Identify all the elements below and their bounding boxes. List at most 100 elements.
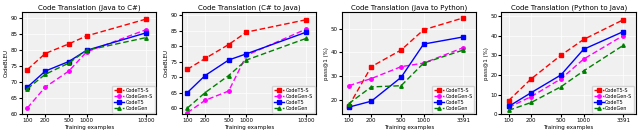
CodeGen [184, 107, 191, 109]
CodeT5-S [243, 31, 250, 33]
X-axis label: Training examples: Training examples [64, 125, 114, 130]
CodeGen-S [620, 35, 627, 36]
CodeGen [527, 102, 535, 103]
Line: CodeT5-S: CodeT5-S [186, 18, 308, 71]
CodeT5 [557, 74, 565, 76]
CodeGen-S [225, 90, 232, 92]
Title: Code Translation (Java to C#): Code Translation (Java to C#) [38, 4, 140, 11]
CodeT5-S [397, 49, 405, 51]
CodeT5 [620, 31, 627, 32]
CodeT5 [225, 59, 232, 61]
CodeGen-S [527, 96, 535, 97]
CodeGen-S [184, 112, 191, 113]
Y-axis label: CodeBLEU: CodeBLEU [164, 49, 169, 77]
CodeGen [420, 62, 428, 64]
CodeT5 [505, 106, 513, 107]
Line: CodeT5: CodeT5 [26, 31, 148, 89]
CodeGen [620, 45, 627, 46]
Y-axis label: CodeBLEU: CodeBLEU [4, 49, 9, 77]
CodeT5 [243, 53, 250, 55]
CodeGen [65, 62, 72, 64]
X-axis label: Training examples: Training examples [383, 125, 434, 130]
Y-axis label: pass@1 (%): pass@1 (%) [324, 47, 329, 80]
CodeT5 [397, 77, 405, 78]
CodeT5-S [42, 53, 49, 54]
CodeGen-S [24, 107, 31, 109]
CodeT5 [460, 36, 467, 38]
Line: CodeGen-S: CodeGen-S [26, 28, 148, 110]
CodeGen-S [243, 55, 250, 56]
Line: CodeGen: CodeGen [26, 36, 148, 90]
CodeGen-S [202, 100, 209, 101]
Line: CodeGen-S: CodeGen-S [186, 27, 308, 114]
Line: CodeT5-S: CodeT5-S [507, 18, 625, 102]
CodeT5-S [143, 18, 150, 20]
Line: CodeGen-S: CodeGen-S [347, 46, 465, 88]
CodeT5-S [24, 69, 31, 70]
CodeGen-S [397, 66, 405, 68]
Legend: CodeT5-S, CodeGen-S, CodeT5, CodeGen: CodeT5-S, CodeGen-S, CodeT5, CodeGen [272, 86, 315, 113]
CodeT5-S [580, 39, 588, 40]
CodeGen [24, 88, 31, 90]
CodeT5-S [527, 78, 535, 80]
CodeT5-S [225, 44, 232, 45]
CodeGen-S [303, 28, 310, 30]
Y-axis label: pass@1 (%): pass@1 (%) [484, 47, 489, 80]
Legend: CodeT5-S, CodeGen-S, CodeT5, CodeGen: CodeT5-S, CodeGen-S, CodeT5, CodeGen [113, 86, 155, 113]
CodeGen [42, 74, 49, 75]
X-axis label: Training examples: Training examples [224, 125, 274, 130]
CodeGen-S [83, 51, 90, 53]
CodeGen [397, 85, 405, 87]
CodeT5-S [557, 54, 565, 56]
CodeGen [580, 70, 588, 72]
CodeGen-S [460, 47, 467, 49]
CodeGen [303, 38, 310, 39]
CodeGen-S [557, 78, 565, 80]
Line: CodeT5-S: CodeT5-S [347, 16, 465, 108]
CodeGen [345, 103, 353, 104]
Line: CodeT5-S: CodeT5-S [26, 17, 148, 71]
CodeT5-S [367, 66, 375, 68]
CodeT5 [303, 31, 310, 33]
Line: CodeT5: CodeT5 [347, 35, 465, 109]
CodeT5 [580, 49, 588, 50]
Title: Code Translation (C# to Java): Code Translation (C# to Java) [198, 4, 300, 11]
CodeT5 [345, 106, 353, 108]
CodeT5-S [202, 58, 209, 59]
Line: CodeGen: CodeGen [347, 48, 465, 105]
CodeT5 [143, 32, 150, 34]
CodeT5 [65, 61, 72, 62]
Legend: CodeT5-S, CodeGen-S, CodeT5, CodeGen: CodeT5-S, CodeGen-S, CodeT5, CodeGen [432, 86, 474, 113]
CodeT5-S [83, 35, 90, 37]
CodeGen-S [420, 62, 428, 64]
CodeGen-S [580, 58, 588, 60]
CodeT5 [367, 100, 375, 102]
CodeT5-S [184, 68, 191, 70]
CodeGen-S [345, 85, 353, 87]
CodeGen [143, 37, 150, 38]
CodeT5 [184, 92, 191, 93]
CodeT5 [24, 86, 31, 88]
CodeGen-S [505, 107, 513, 108]
Line: CodeT5: CodeT5 [507, 30, 625, 108]
Title: Code Translation (Python to Java): Code Translation (Python to Java) [511, 4, 627, 11]
CodeT5-S [345, 105, 353, 107]
CodeGen [367, 86, 375, 88]
CodeGen [225, 75, 232, 76]
CodeT5-S [505, 100, 513, 101]
CodeGen-S [65, 70, 72, 72]
Line: CodeGen: CodeGen [186, 37, 308, 110]
CodeT5 [83, 50, 90, 51]
CodeT5 [420, 43, 428, 45]
Title: Code Translation (Java to Python): Code Translation (Java to Python) [351, 4, 467, 11]
CodeGen [243, 59, 250, 61]
CodeGen [460, 49, 467, 51]
CodeGen-S [42, 86, 49, 88]
CodeT5 [42, 70, 49, 72]
Line: CodeGen-S: CodeGen-S [507, 34, 625, 109]
CodeT5-S [65, 43, 72, 45]
CodeT5 [202, 75, 209, 76]
CodeGen [505, 109, 513, 111]
CodeT5-S [420, 29, 428, 31]
Line: CodeT5: CodeT5 [186, 30, 308, 94]
